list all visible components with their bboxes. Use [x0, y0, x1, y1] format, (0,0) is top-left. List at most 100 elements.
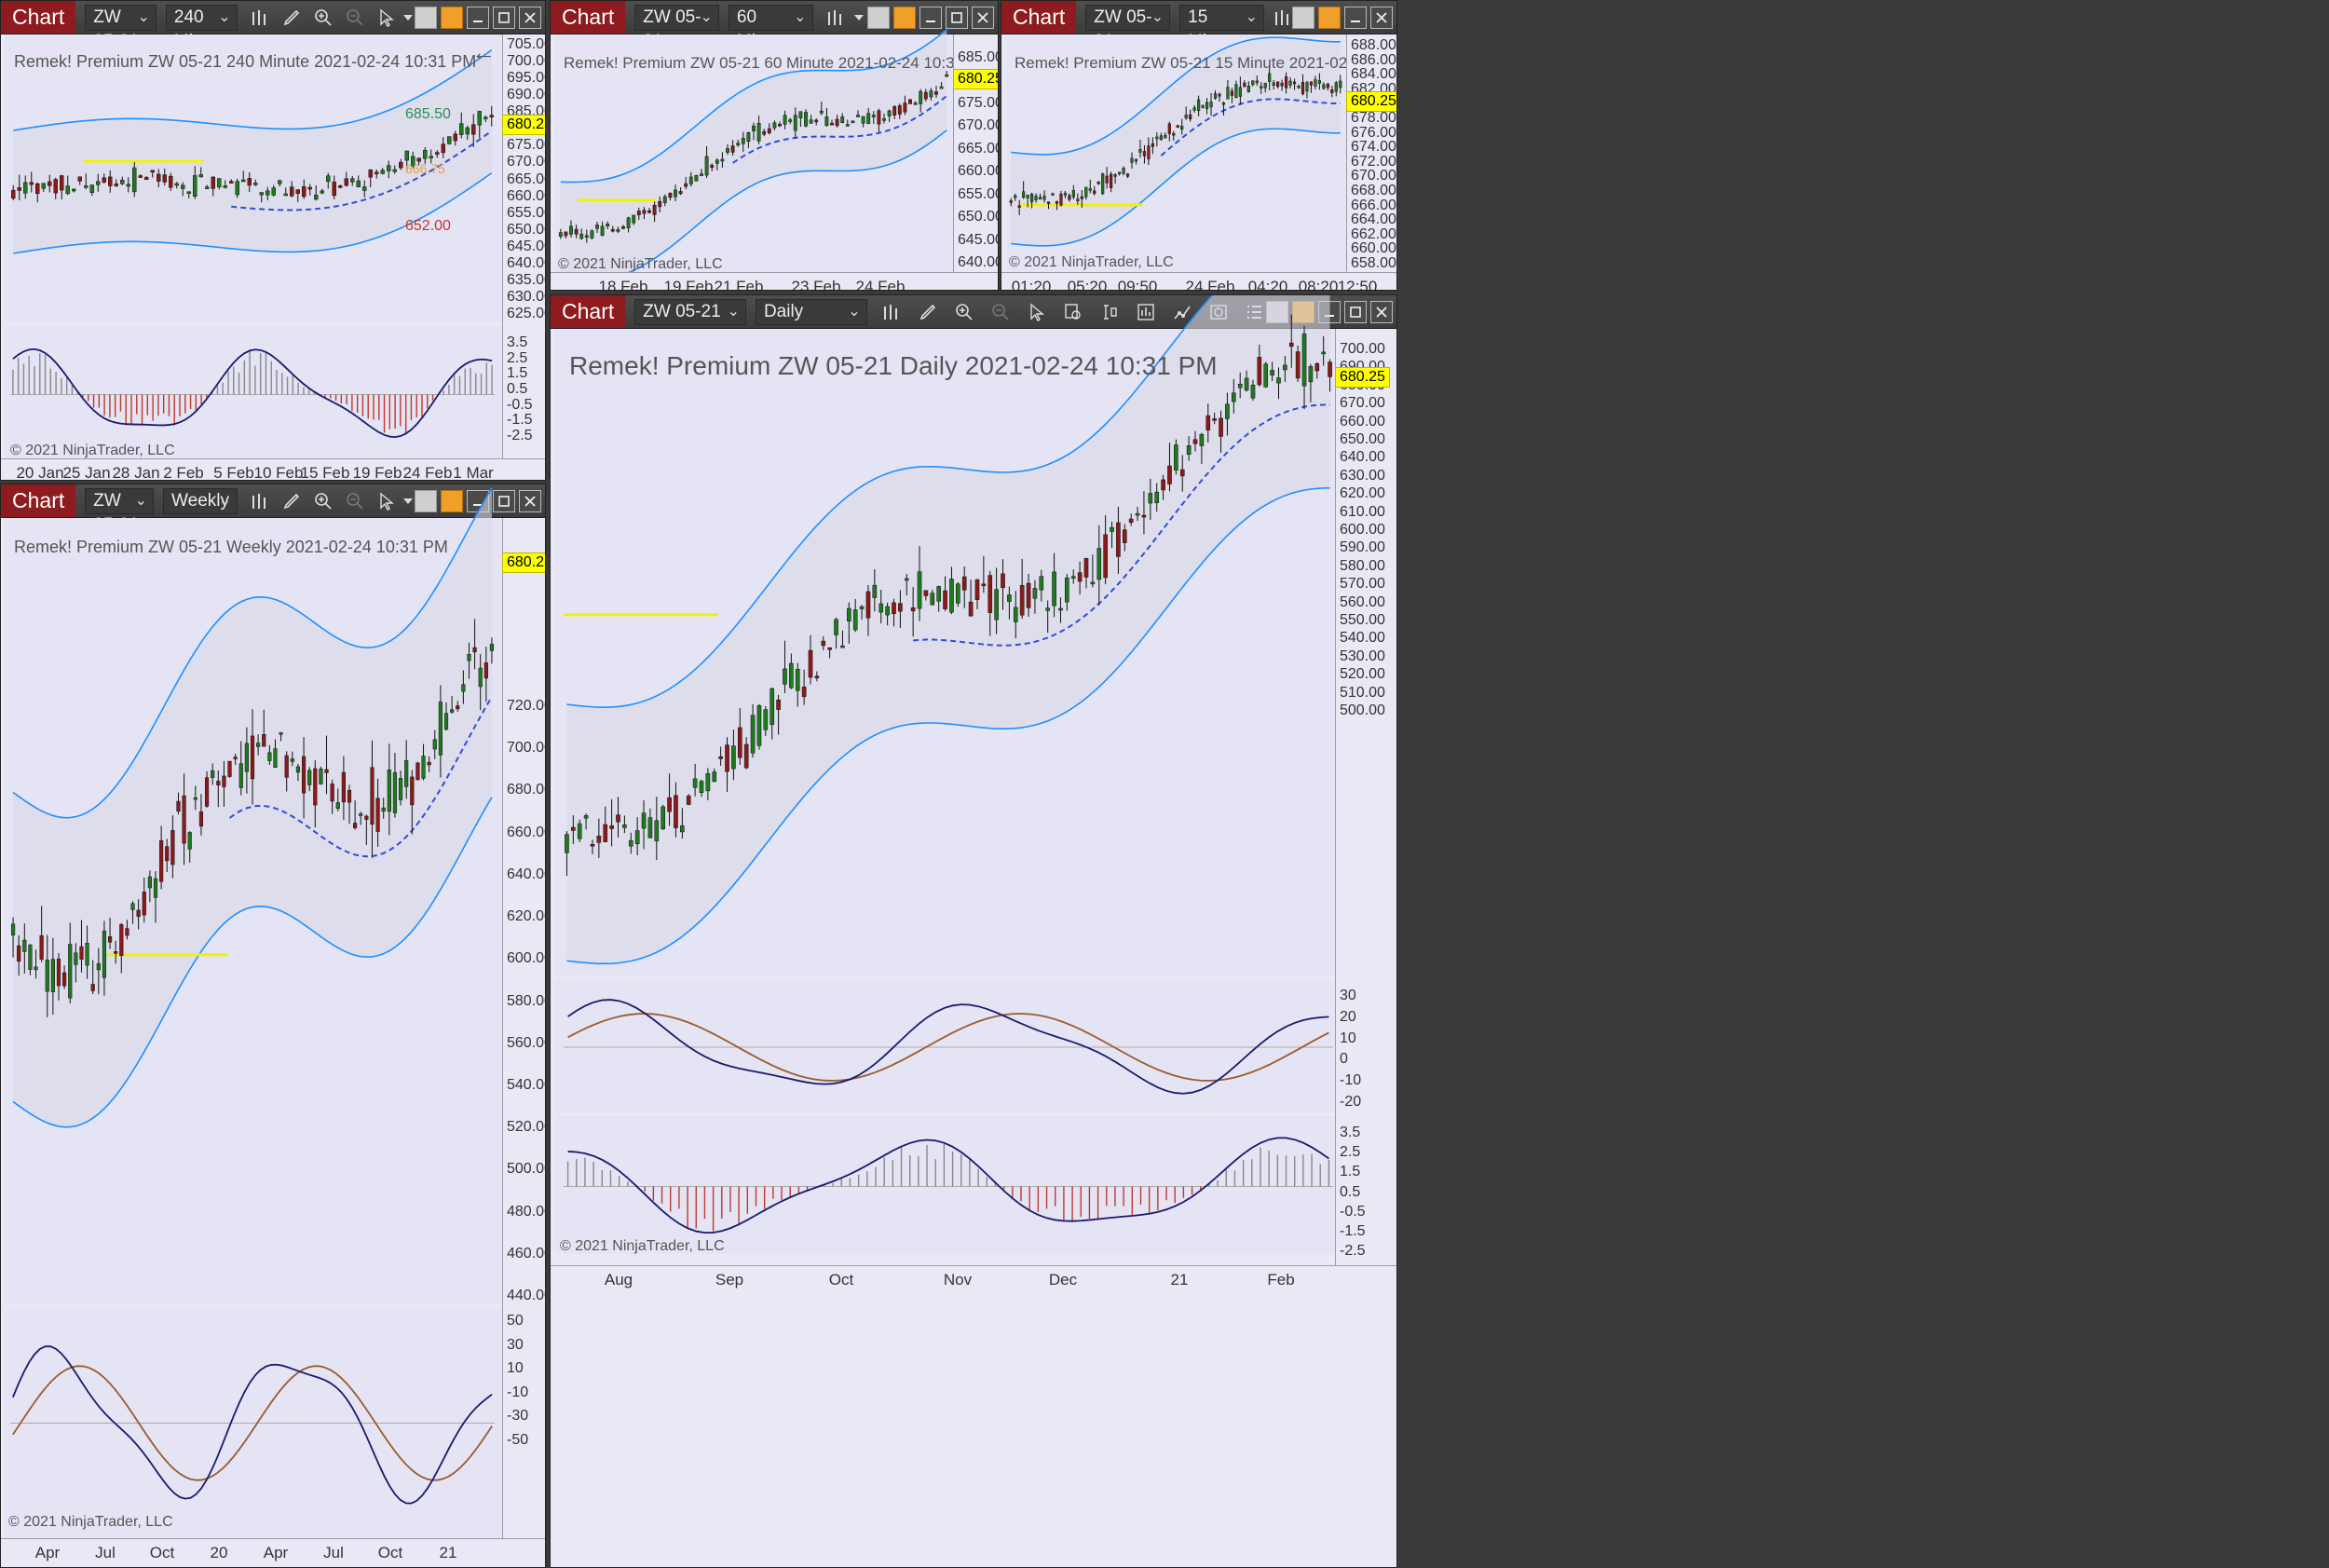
close-button[interactable] — [519, 489, 541, 512]
candle-body — [1231, 392, 1236, 402]
interval-selector[interactable]: Daily ⌄ — [755, 298, 867, 325]
zoom-out-icon[interactable] — [346, 489, 364, 513]
pencil-icon[interactable] — [282, 489, 301, 513]
time-axis[interactable]: Aug Sep Oct Nov Dec 21 Feb — [551, 1265, 1396, 1294]
candle-body — [1070, 576, 1076, 579]
time-axis[interactable]: 20 Jan 25 Jan 28 Jan 2 Feb 5 Feb 10 Feb 15 Feb… — [1, 458, 545, 481]
pointer-icon[interactable] — [377, 489, 396, 513]
bar-chart-icon[interactable] — [826, 6, 845, 30]
x-tick-label: Oct — [377, 1544, 403, 1561]
zoom-in-icon[interactable] — [953, 300, 976, 324]
link-color-button[interactable] — [893, 6, 917, 29]
candle-body — [564, 231, 568, 237]
candle-body — [770, 688, 775, 725]
link-button[interactable] — [1292, 6, 1314, 29]
dropdown-arrow-icon[interactable] — [851, 6, 868, 30]
back-arrow-icon[interactable]: ← — [471, 38, 496, 66]
bar-chart-icon[interactable] — [880, 300, 904, 324]
minimize-button[interactable] — [1344, 6, 1367, 29]
candle-body — [205, 186, 210, 189]
zoom-out-icon[interactable] — [988, 300, 1012, 324]
link-button[interactable] — [867, 6, 891, 29]
y-tick-label: 686.00 — [1351, 51, 1396, 68]
candle-body — [1218, 93, 1221, 97]
properties-icon[interactable] — [1061, 300, 1084, 324]
oscillator-panel[interactable] — [5, 326, 502, 458]
candle-body — [1017, 205, 1021, 208]
candle-body — [919, 90, 923, 104]
candle-body — [730, 145, 735, 153]
link-color-button[interactable] — [441, 6, 463, 29]
bar-chart-icon[interactable] — [251, 489, 269, 513]
price-axis[interactable]: 688.00686.00684.00682.00680.00678.00676.… — [1346, 34, 1396, 272]
osc-tick-label: 10 — [1340, 1029, 1356, 1046]
minimize-button[interactable] — [919, 6, 943, 29]
close-button[interactable] — [1370, 6, 1393, 29]
minimize-button[interactable] — [467, 6, 489, 29]
close-button[interactable] — [1370, 300, 1393, 323]
instrument-selector[interactable]: ZW 05-21⌄ — [634, 298, 746, 325]
candle-body — [1263, 363, 1269, 388]
price-axis[interactable]: 705.00700.00695.00690.00685.00680.00675.… — [502, 34, 545, 458]
candle-body — [1007, 594, 1012, 602]
candle-body — [1301, 81, 1305, 95]
zoom-out-icon[interactable] — [346, 6, 364, 30]
x-tick-label: Jul — [323, 1544, 344, 1561]
chart-label[interactable]: Chart — [551, 1, 626, 34]
maximize-button[interactable] — [493, 489, 515, 512]
y-tick-label: 645.00 — [958, 231, 998, 248]
strategies-icon[interactable] — [1170, 300, 1193, 324]
indicators-icon[interactable] — [1134, 300, 1157, 324]
maximize-button[interactable] — [1344, 300, 1367, 323]
candle-body — [632, 214, 636, 224]
pointer-icon[interactable] — [377, 6, 396, 30]
pencil-icon[interactable] — [917, 300, 940, 324]
x-tick-label: 1 Mar — [453, 464, 494, 481]
osc-tick-label: -2.5 — [1340, 1243, 1366, 1259]
candle-body — [1301, 334, 1307, 387]
candle-body — [814, 675, 820, 679]
link-color-button[interactable] — [1318, 6, 1341, 29]
chart-label[interactable]: Chart — [1001, 1, 1077, 34]
maximize-button[interactable] — [493, 6, 515, 29]
oscillator-panel-1[interactable] — [554, 979, 1335, 1113]
candle-body — [1326, 83, 1329, 89]
bar-chart-icon[interactable] — [1273, 6, 1292, 30]
link-color-button[interactable] — [441, 489, 463, 512]
data-box-icon[interactable] — [1097, 300, 1121, 324]
y-tick-label: 560.00 — [1340, 593, 1385, 610]
y-tick-label: 440.00 — [507, 1288, 545, 1303]
close-button[interactable] — [519, 6, 541, 29]
pencil-icon[interactable] — [282, 6, 301, 30]
chevron-down-icon: ⌄ — [700, 8, 713, 25]
chart-label[interactable]: Chart — [551, 295, 626, 328]
candle-body — [170, 830, 175, 866]
y-tick-label: 540.00 — [507, 1076, 545, 1093]
candle-body — [217, 178, 222, 187]
chevron-down-icon: ⌄ — [1151, 8, 1164, 25]
price-marker: 680.25 — [1346, 91, 1396, 112]
dropdown-arrow-icon[interactable] — [402, 6, 415, 30]
link-button[interactable] — [415, 489, 437, 512]
interval-selector[interactable]: Weekly ⌄ — [163, 487, 238, 514]
maximize-button[interactable] — [946, 6, 969, 29]
upper-band — [566, 295, 1214, 708]
zoom-in-icon[interactable] — [314, 489, 333, 513]
pointer-icon[interactable] — [1025, 300, 1048, 324]
candle-body — [267, 752, 272, 761]
chart-label[interactable]: Chart — [1, 484, 76, 517]
dropdown-arrow-icon[interactable] — [402, 489, 415, 513]
bar-chart-icon[interactable] — [251, 6, 269, 30]
chart-label[interactable]: Chart — [1, 1, 76, 34]
candle-body — [584, 235, 589, 239]
time-axis[interactable]: Apr Jul Oct 20 Apr Jul Oct 21 — [1, 1538, 545, 1567]
zoom-in-icon[interactable] — [314, 6, 333, 30]
link-button[interactable] — [415, 6, 437, 29]
candle-body — [77, 176, 82, 182]
time-axis[interactable]: 18 Feb 19 Feb 21 Feb 23 Feb 24 Feb — [551, 272, 998, 290]
price-axis[interactable]: 700.00690.00680.00670.00660.00650.00640.… — [1335, 329, 1396, 1265]
candle-body — [427, 761, 431, 766]
close-button[interactable] — [972, 6, 995, 29]
price-axis[interactable]: 720.00 700.00 680.00 660.00 640.00 620.00 600.… — [502, 518, 545, 1538]
